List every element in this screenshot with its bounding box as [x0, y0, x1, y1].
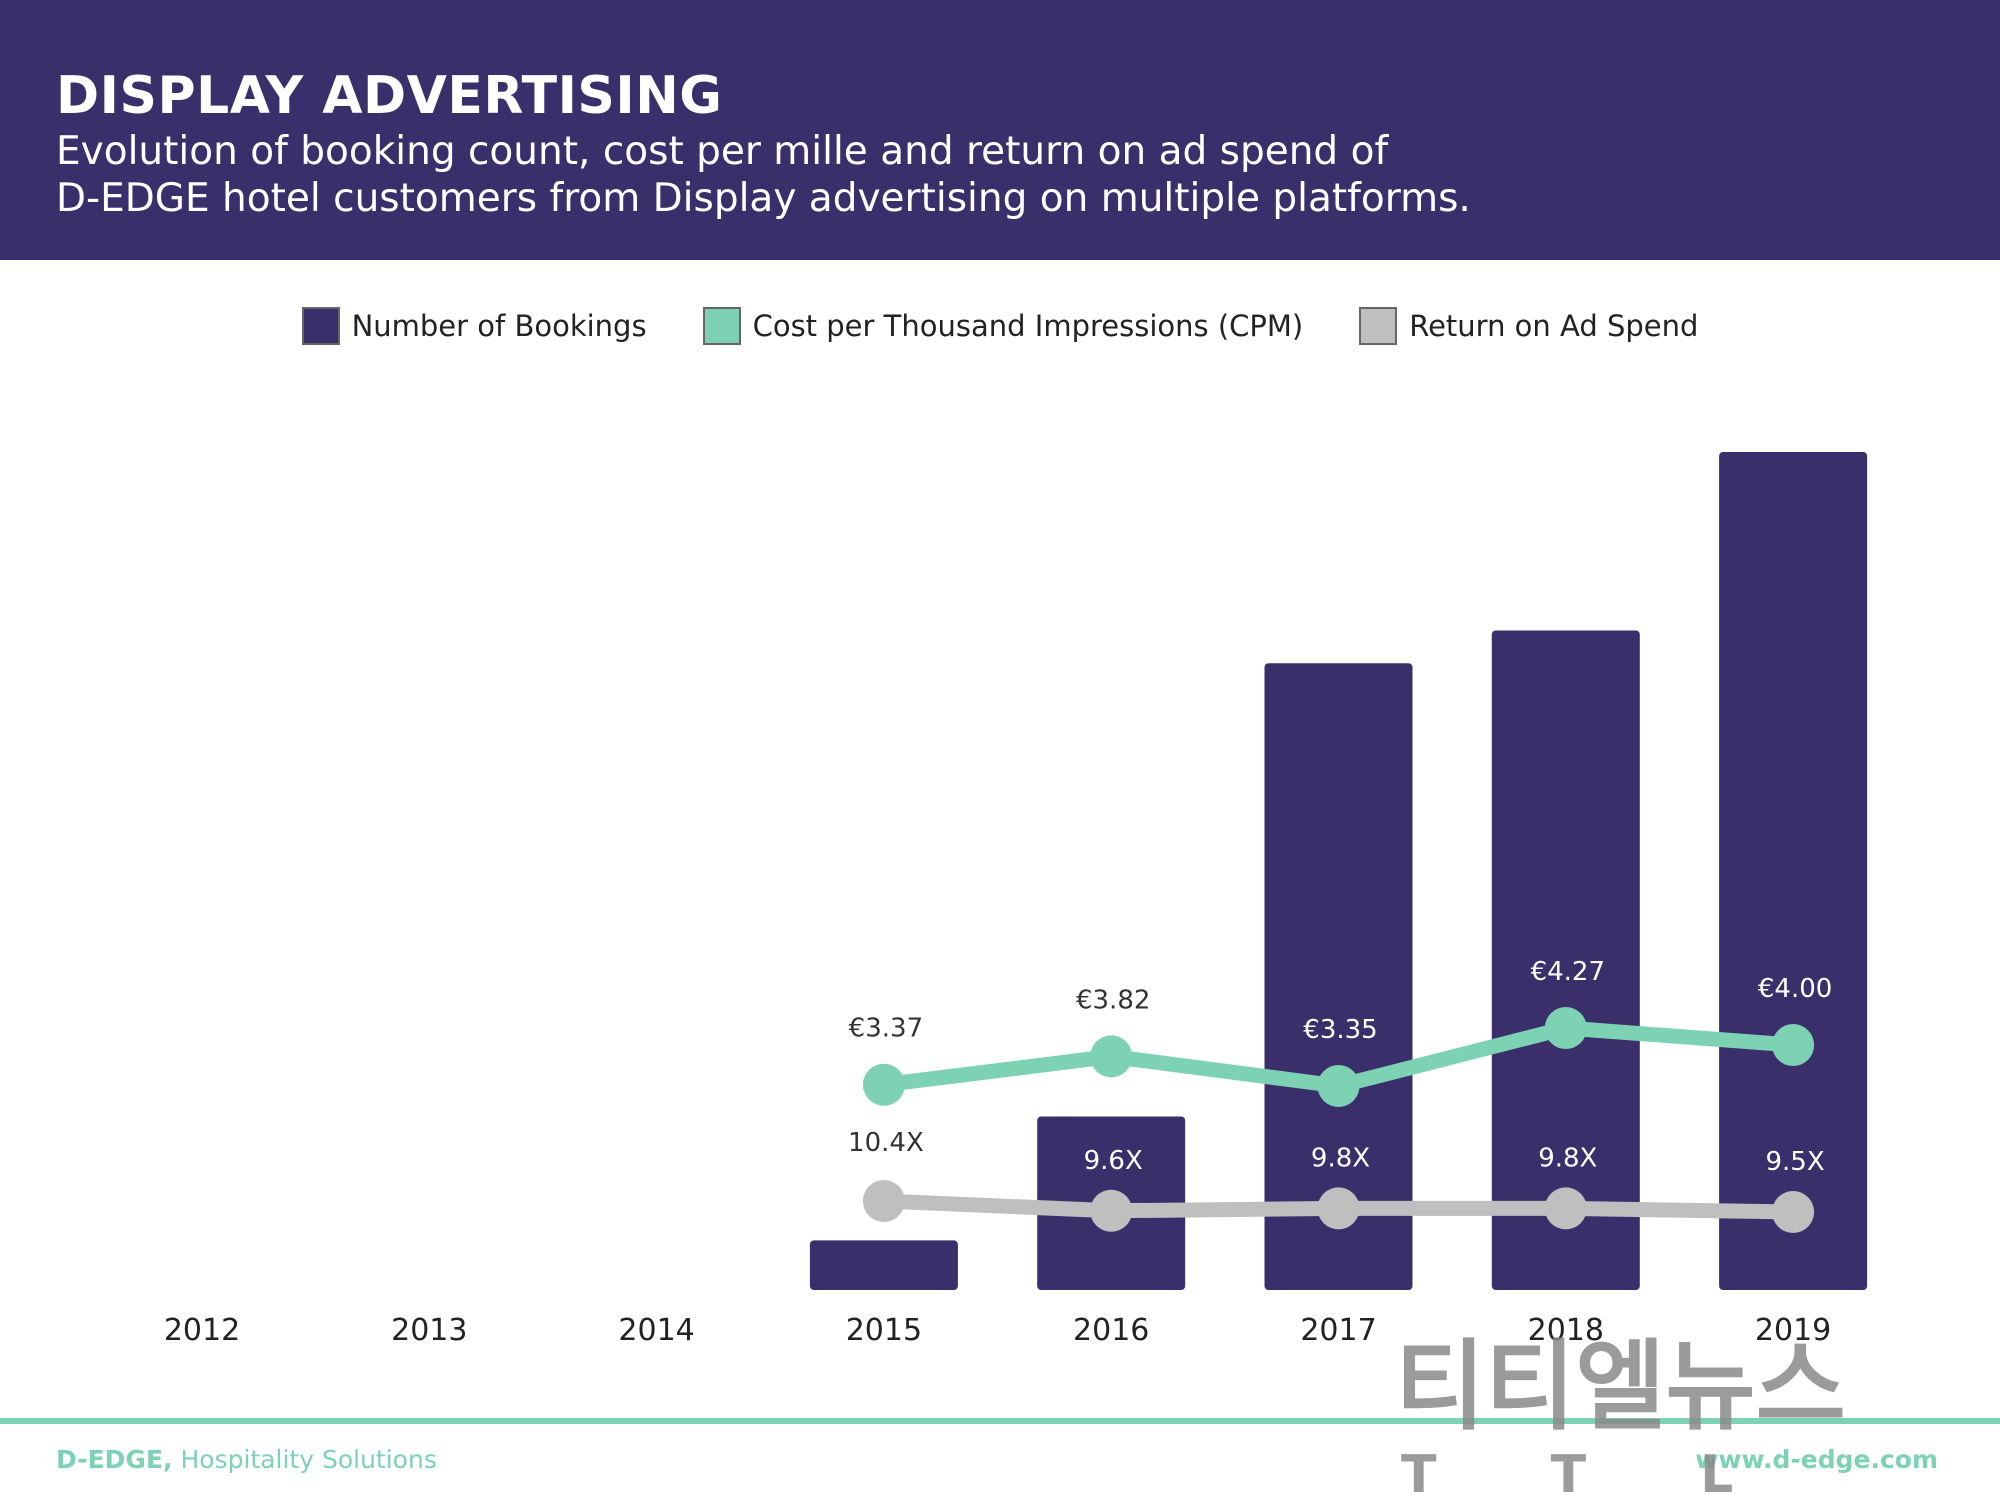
point-roas-2017: [1317, 1187, 1360, 1230]
point-roas-2019: [1772, 1191, 1815, 1233]
page-subtitle: Evolution of booking count, cost per mil…: [56, 128, 1756, 222]
point-cpm-2017: [1317, 1065, 1360, 1107]
footer-divider: [0, 1418, 2000, 1424]
legend-label-cpm: Cost per Thousand Impressions (CPM): [752, 309, 1304, 343]
point-roas-2018: [1544, 1187, 1587, 1230]
point-cpm-2018: [1544, 1007, 1587, 1050]
data-label-roas-2018: 9.8X: [1538, 1143, 1597, 1173]
subtitle-line-2: D-EDGE hotel customers from Display adve…: [56, 176, 1471, 221]
subtitle-line-1: Evolution of booking count, cost per mil…: [56, 129, 1389, 174]
x-tick-label-2012: 2012: [164, 1313, 240, 1348]
bar-bookings-2017: [1264, 663, 1413, 1290]
chart: 2012 2013 2014 2015 2016 2017 2018 2019 €3.37 €3.…: [164, 451, 1868, 1348]
x-tick-label-2016: 2016: [1073, 1313, 1149, 1348]
x-tick-label-2014: 2014: [618, 1313, 694, 1348]
data-label-roas-2016: 9.6X: [1084, 1146, 1143, 1176]
bar-bookings-2018: [1491, 630, 1640, 1290]
point-cpm-2016: [1090, 1035, 1133, 1078]
point-cpm-2015: [862, 1063, 905, 1106]
chart-legend: Number of Bookings Cost per Thousand Imp…: [0, 303, 2000, 349]
data-label-cpm-2016: €3.82: [1076, 985, 1150, 1015]
legend-label-roas: Return on Ad Spend: [1409, 309, 1699, 343]
bar-bookings-2019: [1719, 451, 1868, 1290]
legend-swatch-bookings: [301, 307, 340, 345]
footer-brand: D-EDGE, Hospitality Solutions: [56, 1445, 437, 1474]
x-tick-label-2017: 2017: [1300, 1313, 1376, 1348]
x-tick-label-2013: 2013: [391, 1313, 467, 1348]
legend-label-bookings: Number of Bookings: [351, 309, 647, 343]
legend-swatch-roas: [1359, 307, 1398, 345]
data-label-cpm-2019: €4.00: [1758, 974, 1832, 1004]
data-label-roas-2017: 9.8X: [1311, 1143, 1370, 1173]
point-cpm-2019: [1772, 1024, 1815, 1067]
legend-item-roas: Return on Ad Spend: [1359, 307, 1698, 345]
x-tick-label-2018: 2018: [1528, 1313, 1604, 1348]
data-label-roas-2015: 10.4X: [848, 1128, 924, 1158]
point-roas-2016: [1090, 1189, 1133, 1232]
legend-item-bookings: Number of Bookings: [301, 307, 647, 345]
footer-url[interactable]: www.d-edge.com: [1695, 1445, 1938, 1474]
x-tick-label-2015: 2015: [846, 1313, 922, 1348]
data-label-roas-2019: 9.5X: [1766, 1147, 1825, 1177]
x-tick-label-2019: 2019: [1755, 1313, 1831, 1348]
footer-tagline: Hospitality Solutions: [180, 1445, 437, 1474]
watermark-logo: 티티엘뉴스 T T L: [1395, 1330, 1846, 1500]
data-label-cpm-2015: €3.37: [849, 1014, 923, 1044]
watermark-text-top: 티티엘뉴스: [1395, 1330, 1846, 1444]
data-label-cpm-2018: €4.27: [1531, 957, 1605, 987]
data-label-cpm-2017: €3.35: [1303, 1015, 1377, 1045]
footer-brand-name: D-EDGE,: [56, 1445, 173, 1474]
page-title: DISPLAY ADVERTISING: [56, 66, 723, 126]
legend-swatch-cpm: [702, 307, 741, 345]
point-roas-2015: [862, 1180, 905, 1223]
bar-bookings-2015: [809, 1240, 958, 1290]
legend-item-cpm: Cost per Thousand Impressions (CPM): [702, 307, 1304, 345]
header-banner: DISPLAY ADVERTISING Evolution of booking…: [0, 0, 2000, 260]
watermark-text-bottom: T T L: [1401, 1445, 1781, 1500]
